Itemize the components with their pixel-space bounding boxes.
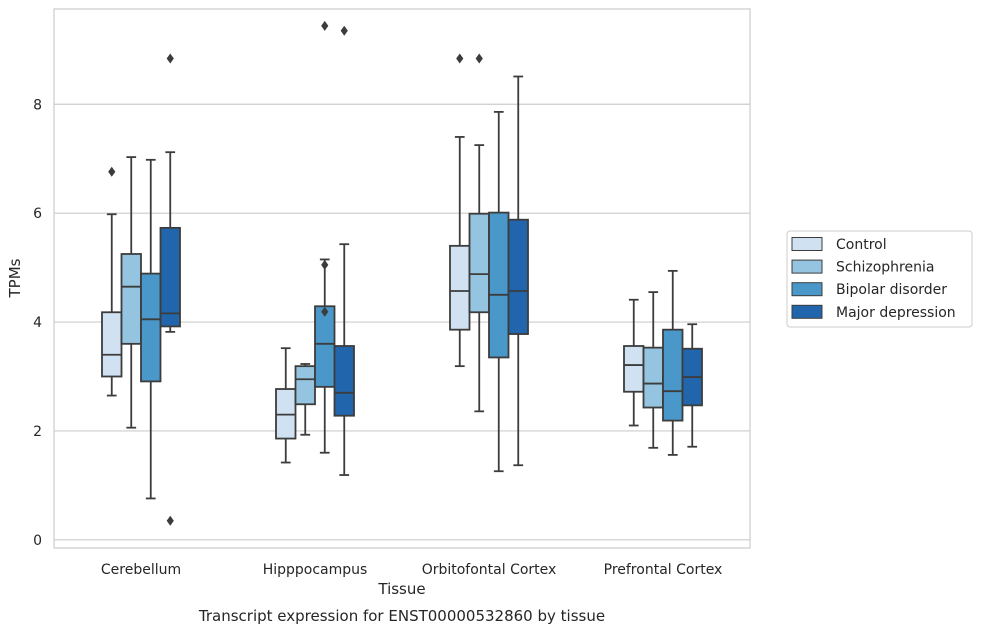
y-tick-label: 8	[33, 97, 42, 113]
legend-label: Control	[836, 237, 887, 253]
x-tick-label: Prefrontal Cortex	[604, 562, 723, 578]
box-schizophrenia	[294, 363, 316, 436]
legend-frame	[786, 230, 973, 328]
outlier-point	[475, 53, 483, 64]
legend-swatch	[791, 282, 823, 297]
outlier-point	[321, 306, 329, 317]
box-iqr	[314, 305, 336, 388]
outlier-point	[340, 25, 348, 36]
outlier-point	[108, 166, 116, 177]
y-tick-label: 6	[33, 206, 42, 222]
box-control	[623, 298, 645, 427]
y-tick-label: 2	[33, 424, 42, 440]
x-tick-label: Orbitofontal Cortex	[422, 562, 557, 578]
box-bipolar-disorder	[140, 158, 162, 500]
outlier-point	[321, 259, 329, 270]
legend-swatch	[791, 237, 823, 251]
box-iqr	[140, 272, 162, 383]
legend-label: Major depression	[836, 305, 956, 321]
box-iqr	[468, 212, 490, 314]
legend-label: Schizophrenia	[836, 260, 934, 276]
box-bipolar-disorder	[488, 111, 510, 473]
box-iqr	[333, 345, 355, 417]
legend-swatch	[791, 259, 823, 274]
box-schizophrenia	[642, 291, 664, 449]
chart-caption: Transcript expression for ENST0000053286…	[198, 607, 605, 625]
box-iqr	[642, 346, 664, 409]
y-axis-title: TPMs	[6, 258, 24, 298]
x-axis-title: Tissue	[377, 580, 425, 598]
box-iqr	[662, 328, 684, 422]
legend-swatch	[791, 304, 823, 319]
box-major-depression	[333, 25, 355, 476]
outlier-point	[456, 53, 464, 64]
y-tick-label: 4	[33, 315, 42, 331]
box-major-depression	[507, 75, 529, 467]
box-iqr	[488, 211, 510, 359]
box-major-depression	[681, 323, 703, 448]
box-bipolar-disorder	[662, 269, 684, 456]
x-axis-ticks: Cerebellum Hipppocampus Orbitofontal Corte…	[101, 562, 722, 578]
box-plot-area	[101, 20, 703, 526]
plot-frame	[53, 8, 751, 549]
box-bipolar-disorder	[314, 20, 336, 454]
outlier-point	[321, 20, 329, 31]
box-iqr	[449, 244, 471, 331]
box-iqr	[120, 253, 142, 345]
box-major-depression	[159, 53, 181, 526]
box-iqr	[294, 365, 316, 406]
box-control	[101, 166, 123, 397]
box-iqr	[623, 345, 645, 393]
box-control	[449, 53, 471, 368]
legend: Control Schizophrenia Bipolar disorder Majo…	[786, 230, 973, 328]
box-iqr	[159, 226, 181, 328]
y-tick-label: 0	[33, 533, 42, 549]
box-iqr	[101, 311, 123, 378]
x-tick-label: Cerebellum	[101, 562, 181, 578]
outlier-point	[166, 515, 174, 526]
box-control	[275, 347, 297, 464]
box-schizophrenia	[120, 156, 142, 429]
y-axis-ticks: 0 2 4 6 8	[33, 97, 42, 549]
x-tick-label: Hipppocampus	[263, 562, 368, 578]
outlier-point	[166, 53, 174, 64]
box-iqr	[507, 218, 529, 335]
legend-label: Bipolar disorder	[836, 282, 947, 298]
